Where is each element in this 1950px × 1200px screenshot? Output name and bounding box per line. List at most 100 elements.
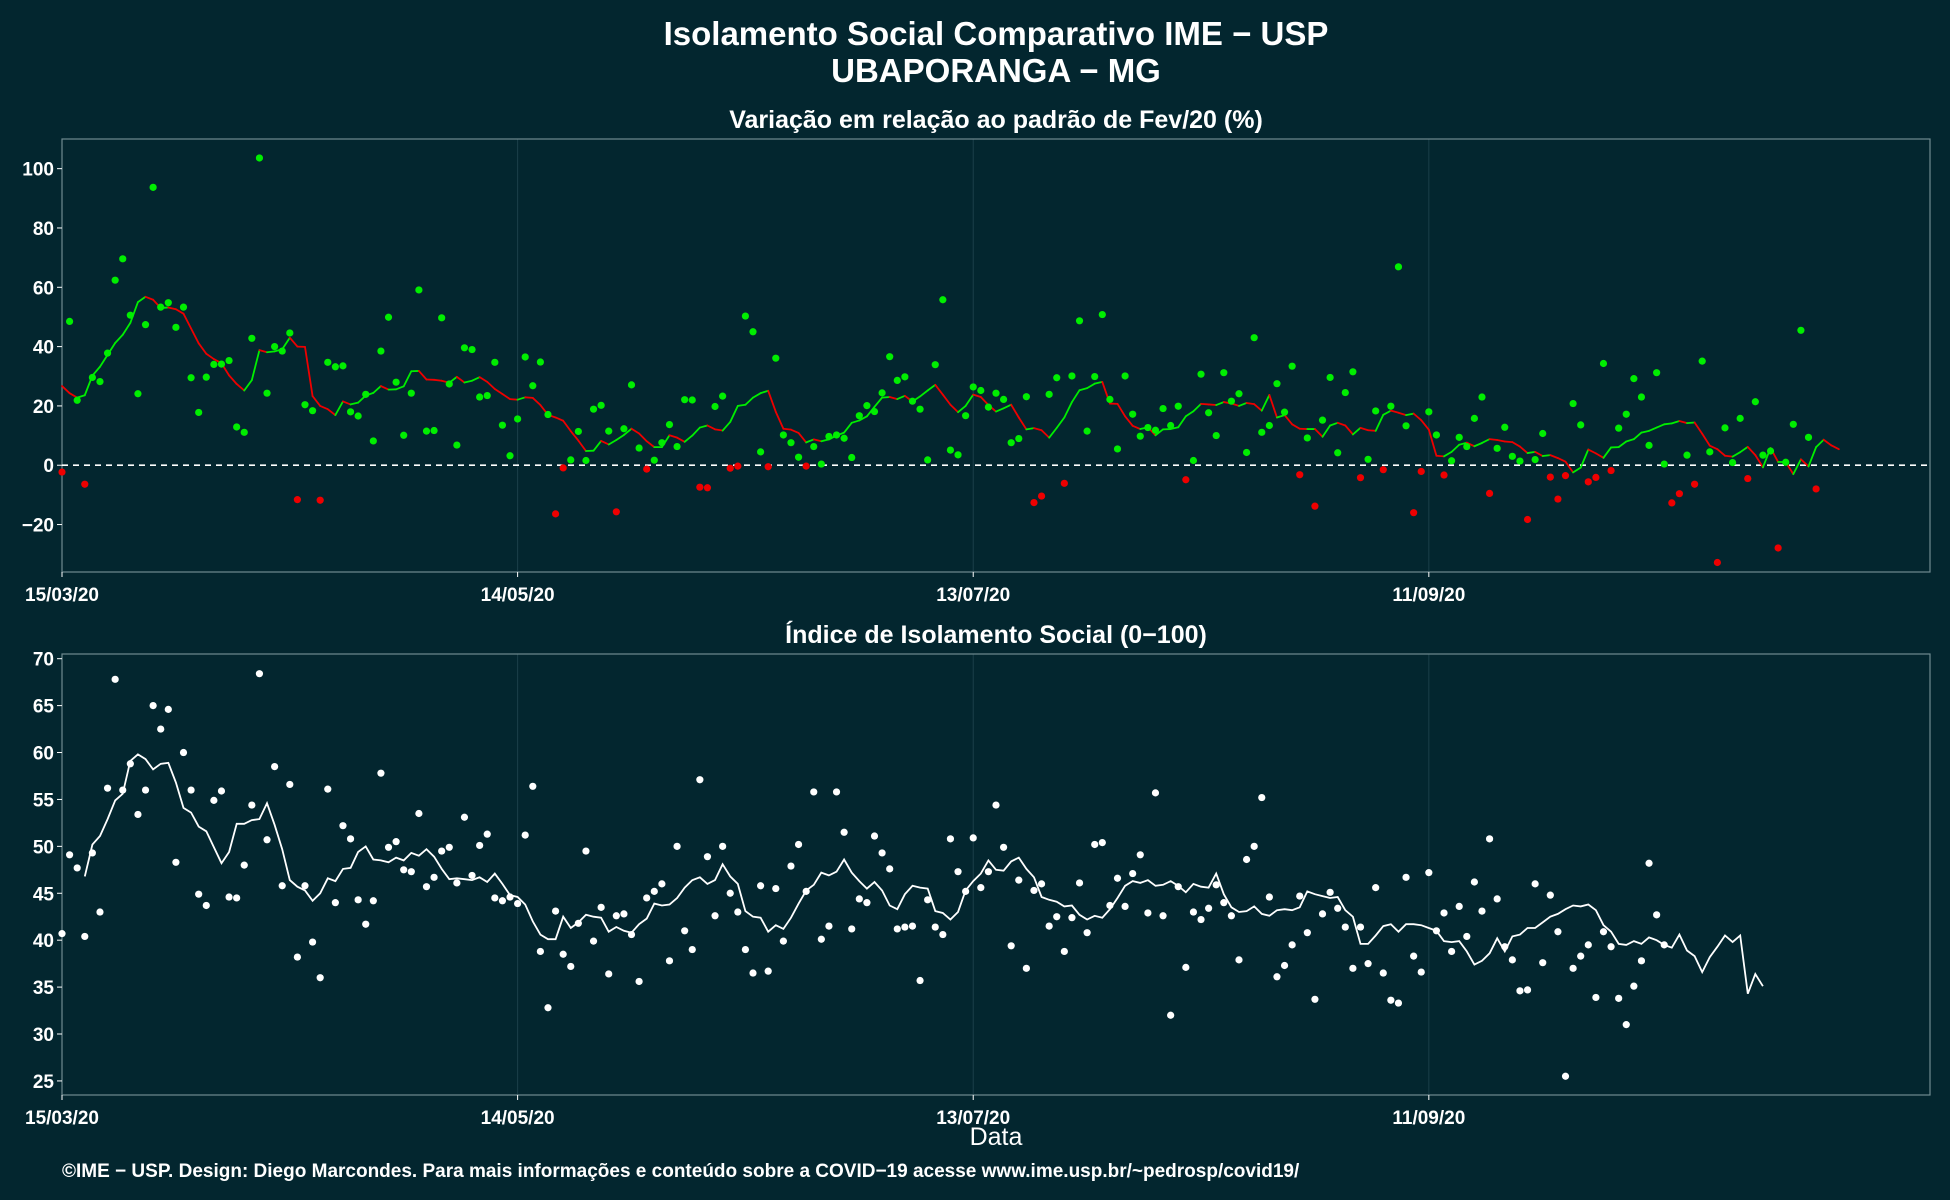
moving-average-segment — [342, 400, 352, 406]
data-point — [400, 866, 408, 874]
data-point — [1804, 433, 1813, 441]
moving-average-segment — [972, 393, 982, 398]
moving-average-segment — [433, 378, 443, 382]
data-point — [407, 389, 415, 397]
data-point — [817, 935, 825, 943]
moving-average-segment — [1192, 402, 1202, 413]
data-point — [468, 345, 476, 354]
data-point — [1318, 910, 1327, 918]
data-point — [324, 358, 332, 366]
data-point — [286, 329, 294, 337]
data-point — [445, 380, 453, 388]
data-point — [924, 456, 932, 464]
data-point — [103, 349, 112, 357]
data-point — [643, 465, 651, 473]
data-point — [1516, 457, 1524, 465]
data-point — [1037, 880, 1046, 888]
data-point — [643, 894, 651, 902]
data-point — [1561, 1072, 1570, 1080]
data-point — [1060, 947, 1068, 956]
moving-average-segment — [114, 333, 124, 344]
data-point — [825, 432, 833, 441]
data-point — [673, 842, 681, 850]
data-point — [1630, 982, 1638, 990]
data-point — [88, 849, 96, 857]
data-point — [1539, 959, 1547, 967]
data-point — [627, 381, 636, 389]
data-point — [316, 974, 324, 982]
moving-average-segment — [600, 440, 610, 446]
data-point — [1372, 884, 1380, 892]
data-point — [1197, 915, 1205, 924]
data-point — [293, 953, 301, 961]
y-tick-label: 45 — [33, 884, 55, 905]
data-point — [521, 353, 529, 361]
data-point — [1250, 842, 1258, 850]
moving-average-segment — [1291, 423, 1301, 430]
data-point — [331, 363, 339, 371]
moving-average-segment — [144, 295, 155, 301]
moving-average-segment — [1382, 409, 1392, 416]
moving-average-segment — [1055, 416, 1066, 429]
moving-average-segment — [1033, 427, 1043, 432]
data-point — [187, 374, 195, 382]
data-point — [1653, 369, 1661, 377]
data-point — [832, 431, 841, 439]
data-point — [460, 344, 469, 352]
moving-average-segment — [752, 392, 762, 399]
moving-average-segment — [888, 396, 899, 400]
x-tick-label: 14/05/20 — [481, 1108, 555, 1129]
moving-average-segment — [1526, 450, 1537, 454]
y-tick-label: 40 — [33, 338, 54, 359]
moving-average-segment — [1374, 413, 1385, 432]
data-point — [1615, 994, 1623, 1002]
data-point — [529, 382, 537, 390]
data-point — [741, 312, 750, 320]
moving-average-segment — [1807, 446, 1817, 468]
data-point — [1045, 922, 1053, 930]
moving-average-segment — [1663, 422, 1673, 426]
data-point — [498, 421, 507, 429]
data-point — [870, 832, 879, 840]
data-point — [1470, 414, 1478, 422]
data-point — [1653, 911, 1661, 919]
moving-average-segment — [941, 393, 952, 406]
data-point — [58, 930, 66, 938]
data-point — [939, 930, 947, 939]
data-point — [1007, 942, 1015, 950]
data-point — [1326, 373, 1334, 382]
data-point — [1068, 372, 1076, 380]
data-point — [1607, 466, 1615, 475]
y-tick-label: 70 — [33, 650, 54, 671]
data-point — [1463, 932, 1471, 941]
data-point — [286, 780, 294, 789]
data-point — [711, 912, 719, 920]
data-point — [119, 786, 127, 794]
moving-average-segment — [1746, 445, 1757, 457]
data-point — [308, 407, 317, 415]
data-point — [1394, 263, 1403, 271]
data-point — [384, 843, 393, 851]
data-point — [233, 423, 241, 431]
data-point — [1182, 476, 1190, 484]
x-tick-label: 15/03/20 — [25, 1108, 99, 1129]
data-point — [848, 453, 856, 462]
data-point — [665, 957, 674, 965]
data-point — [339, 362, 347, 370]
data-point — [1387, 996, 1395, 1004]
data-point — [1212, 431, 1220, 440]
data-point — [1508, 956, 1516, 964]
data-point — [855, 412, 863, 420]
data-point — [1288, 362, 1296, 370]
data-point — [1531, 455, 1539, 464]
moving-average-segment — [1086, 382, 1096, 390]
moving-average-segment — [372, 385, 382, 394]
bottom-panel-index: 25 30 35 40 45 50 55 60 65 70 15/03/20 14/05/20 13/0… — [25, 650, 1931, 1129]
moving-average-segment — [1268, 394, 1278, 419]
data-point — [1159, 912, 1167, 920]
y-tick-label: 25 — [33, 1072, 55, 1093]
data-point — [969, 834, 977, 842]
data-point — [126, 311, 134, 319]
data-point — [696, 776, 704, 784]
data-point — [627, 930, 636, 939]
